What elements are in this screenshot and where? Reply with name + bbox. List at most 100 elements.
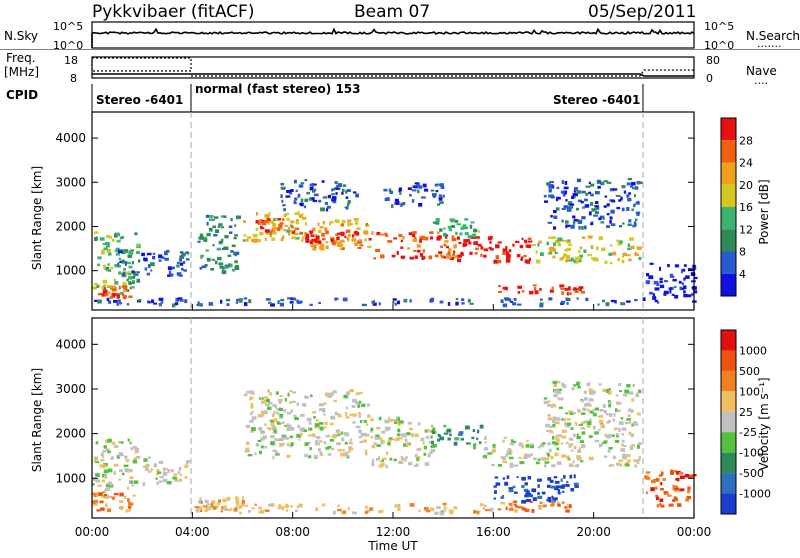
cpid-segment-1: Stereo -6401 bbox=[96, 93, 183, 107]
scatter-cell bbox=[345, 392, 349, 396]
search-label-dots: ....... bbox=[757, 37, 781, 50]
colorbar-tick-label: 24 bbox=[739, 157, 753, 170]
scatter-cell bbox=[301, 427, 305, 430]
scatter-cell bbox=[141, 252, 145, 257]
scatter-cell bbox=[488, 246, 492, 250]
scatter-cell bbox=[344, 235, 347, 239]
scatter-band bbox=[117, 249, 190, 277]
scatter-cell bbox=[305, 233, 310, 238]
scatter-cell bbox=[133, 457, 137, 461]
scatter-cell bbox=[472, 443, 477, 447]
scatter-cell bbox=[327, 394, 332, 398]
scatter-cell bbox=[290, 189, 294, 193]
scatter-cell bbox=[106, 235, 110, 238]
scatter-cell bbox=[330, 415, 336, 420]
scatter-cell bbox=[521, 237, 524, 241]
scatter-cell bbox=[464, 425, 470, 430]
scatter-cell bbox=[384, 232, 388, 236]
scatter-cell bbox=[634, 464, 637, 468]
scatter-cell bbox=[259, 219, 263, 223]
scatter-cell bbox=[408, 461, 413, 466]
scatter-cell bbox=[383, 188, 388, 192]
scatter-cell bbox=[246, 390, 250, 394]
scatter-cell bbox=[319, 422, 324, 425]
scatter-band bbox=[543, 380, 642, 438]
scatter-cell bbox=[443, 504, 446, 508]
scatter-cell bbox=[513, 503, 517, 506]
scatter-cell bbox=[94, 231, 99, 234]
scatter-cell bbox=[556, 438, 560, 442]
scatter-cell bbox=[265, 298, 271, 301]
scatter-cell bbox=[206, 503, 211, 506]
scatter-cell bbox=[150, 269, 153, 272]
scatter-cell bbox=[286, 427, 291, 432]
scatter-cell bbox=[471, 436, 475, 440]
scatter-cell bbox=[362, 439, 368, 443]
scatter-cell bbox=[574, 421, 578, 425]
scatter-cell bbox=[226, 496, 231, 501]
scatter-cell bbox=[93, 458, 98, 462]
scatter-cell bbox=[456, 236, 460, 240]
scatter-cell bbox=[326, 205, 331, 209]
scatter-cell bbox=[271, 229, 276, 233]
scatter-cell bbox=[379, 254, 385, 259]
scatter-cell bbox=[304, 179, 308, 182]
scatter-cell bbox=[521, 445, 525, 449]
scatter-cell bbox=[483, 504, 487, 507]
colorbar-tick-label: 500 bbox=[739, 365, 760, 378]
scatter-cell bbox=[603, 455, 608, 458]
scatter-cell bbox=[422, 183, 427, 188]
scatter-cell bbox=[230, 507, 233, 511]
scatter-cell bbox=[411, 199, 415, 203]
scatter-cell bbox=[628, 391, 634, 395]
scatter-cell bbox=[352, 234, 355, 238]
scatter-cell bbox=[493, 259, 499, 264]
scatter-cell bbox=[274, 453, 280, 456]
scatter-cell bbox=[147, 470, 152, 473]
beam-title: Beam 07 bbox=[354, 2, 430, 22]
scatter-cell bbox=[375, 434, 380, 439]
scatter-cell bbox=[660, 487, 664, 491]
scatter-cell bbox=[566, 247, 572, 251]
scatter-cell bbox=[118, 271, 122, 275]
scatter-cell bbox=[630, 409, 634, 413]
scatter-cell bbox=[660, 471, 664, 476]
scatter-band bbox=[194, 502, 494, 516]
freq-right-tick-top: 80 bbox=[706, 54, 720, 67]
scatter-cell bbox=[99, 237, 105, 241]
scatter-cell bbox=[233, 236, 237, 240]
scatter-cell bbox=[680, 488, 685, 492]
scatter-cell bbox=[444, 240, 449, 243]
scatter-cell bbox=[264, 237, 267, 241]
scatter-cell bbox=[385, 197, 390, 202]
scatter-cell bbox=[402, 202, 406, 206]
scatter-cell bbox=[659, 498, 664, 503]
scatter-cell bbox=[201, 254, 204, 257]
scatter-cell bbox=[255, 443, 260, 447]
scatter-cell bbox=[306, 191, 310, 195]
scatter-cell bbox=[576, 190, 581, 194]
scatter-cell bbox=[476, 437, 479, 440]
scatter-cell bbox=[275, 391, 279, 395]
scatter-cell bbox=[546, 429, 550, 432]
scatter-cell bbox=[272, 455, 275, 460]
scatter-cell bbox=[255, 227, 259, 231]
scatter-cell bbox=[561, 429, 567, 433]
scatter-cell bbox=[112, 295, 116, 298]
scatter-cell bbox=[637, 458, 641, 462]
scatter-cell bbox=[529, 290, 534, 295]
scatter-cell bbox=[521, 499, 527, 504]
scatter-cell bbox=[617, 243, 622, 246]
scatter-cell bbox=[321, 503, 326, 507]
scatter-cell bbox=[443, 424, 447, 428]
scatter-cell bbox=[588, 404, 592, 407]
scatter-cell bbox=[414, 255, 418, 259]
scatter-cell bbox=[235, 496, 239, 500]
scatter-cell bbox=[413, 249, 417, 252]
scatter-cell bbox=[335, 429, 341, 433]
scatter-cell bbox=[104, 284, 107, 287]
scatter-cell bbox=[549, 246, 555, 251]
scatter-cell bbox=[298, 438, 301, 441]
scatter-cell bbox=[505, 245, 508, 250]
scatter-cell bbox=[542, 458, 546, 461]
